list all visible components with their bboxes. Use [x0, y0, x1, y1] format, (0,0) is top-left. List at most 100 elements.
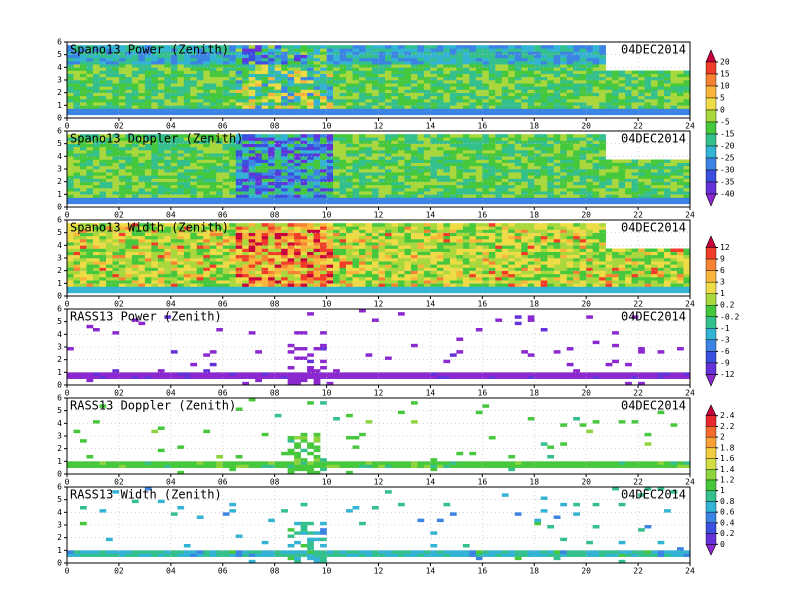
heatmap-cell [268, 61, 275, 64]
heatmap-cell [638, 160, 645, 163]
heatmap-cell [411, 74, 418, 77]
heatmap-cell [359, 201, 366, 204]
heatmap-cell [255, 242, 262, 245]
heatmap-cell [437, 166, 444, 169]
heatmap-cell [580, 61, 587, 64]
heatmap-cell [353, 83, 360, 86]
heatmap-cell [333, 45, 340, 48]
heatmap-cell [437, 194, 444, 197]
heatmap-cell [534, 198, 541, 201]
heatmap-cell [197, 160, 204, 163]
heatmap-cell [99, 194, 106, 197]
heatmap-cell [301, 137, 308, 140]
heatmap-cell [93, 261, 100, 264]
heatmap-cell [275, 258, 282, 261]
heatmap-cell [391, 191, 398, 194]
heatmap-cell [249, 258, 256, 261]
heatmap-cell [515, 109, 522, 112]
heatmap-cell [288, 112, 295, 115]
heatmap-cell [502, 156, 509, 159]
heatmap-cell [223, 290, 230, 293]
heatmap-cell [216, 249, 223, 252]
heatmap-cell [404, 55, 411, 58]
heatmap-cell [489, 141, 496, 144]
heatmap-cell [482, 55, 489, 58]
heatmap-cell [508, 86, 515, 89]
heatmap-cell [333, 153, 340, 156]
heatmap-cell [80, 182, 87, 185]
heatmap-cell [288, 55, 295, 58]
heatmap-cell [625, 105, 632, 108]
heatmap-cell [632, 90, 639, 93]
heatmap-cell [658, 71, 665, 74]
heatmap-cell [125, 74, 132, 77]
heatmap-cell [197, 102, 204, 105]
heatmap-cell [197, 166, 204, 169]
heatmap-cell [275, 61, 282, 64]
heatmap-cell [177, 188, 184, 191]
heatmap-cell [164, 67, 171, 70]
heatmap-cell [125, 194, 132, 197]
heatmap-cell [151, 236, 158, 239]
heatmap-cell [521, 160, 528, 163]
heatmap-cell [73, 99, 80, 102]
heatmap-cell [184, 109, 191, 112]
heatmap-cell [632, 194, 639, 197]
heatmap-cell [294, 105, 301, 108]
heatmap-cell [314, 261, 321, 264]
heatmap-cell [515, 172, 522, 175]
heatmap-cell [677, 109, 684, 112]
heatmap-cell [547, 109, 554, 112]
heatmap-cell [593, 112, 600, 115]
heatmap-cell [417, 160, 424, 163]
heatmap-cell [158, 236, 165, 239]
heatmap-cell [320, 150, 327, 153]
heatmap-cell [125, 277, 132, 280]
heatmap-cell [281, 90, 288, 93]
heatmap-cell [469, 182, 476, 185]
heatmap-cell [346, 188, 353, 191]
heatmap-cell [645, 182, 652, 185]
heatmap-cell [138, 105, 145, 108]
heatmap-cell [281, 236, 288, 239]
heatmap-cell [547, 96, 554, 99]
heatmap-cell [346, 45, 353, 48]
heatmap-cell [73, 182, 80, 185]
heatmap-cell [625, 179, 632, 182]
heatmap-cell [567, 93, 574, 96]
heatmap-cell [366, 144, 373, 147]
heatmap-cell [73, 245, 80, 248]
heatmap-cell [210, 96, 217, 99]
heatmap-cell [288, 185, 295, 188]
heatmap-cell [456, 105, 463, 108]
heatmap-cell [366, 96, 373, 99]
heatmap-cell [619, 83, 626, 86]
heatmap-cell [255, 287, 262, 290]
heatmap-cell [203, 105, 210, 108]
heatmap-cell [346, 83, 353, 86]
heatmap-cell [495, 163, 502, 166]
heatmap-cell [424, 160, 431, 163]
heatmap-cell [463, 188, 470, 191]
heatmap-cell [93, 274, 100, 277]
heatmap-cell [171, 99, 178, 102]
heatmap-cell [132, 61, 139, 64]
heatmap-cell [340, 109, 347, 112]
heatmap-cell [443, 71, 450, 74]
heatmap-cell [249, 252, 256, 255]
heatmap-cell [327, 96, 334, 99]
heatmap-cell [456, 188, 463, 191]
heatmap-cell [119, 61, 126, 64]
heatmap-cell [197, 80, 204, 83]
heatmap-cell [664, 93, 671, 96]
heatmap-cell [223, 245, 230, 248]
heatmap-cell [112, 156, 119, 159]
heatmap-cell [366, 172, 373, 175]
y-tick-label: 5 [57, 139, 62, 148]
heatmap-cell [307, 242, 314, 245]
heatmap-cell [625, 71, 632, 74]
heatmap-cell [671, 74, 678, 77]
heatmap-cell [268, 201, 275, 204]
heatmap-cell [443, 198, 450, 201]
heatmap-cell [190, 252, 197, 255]
